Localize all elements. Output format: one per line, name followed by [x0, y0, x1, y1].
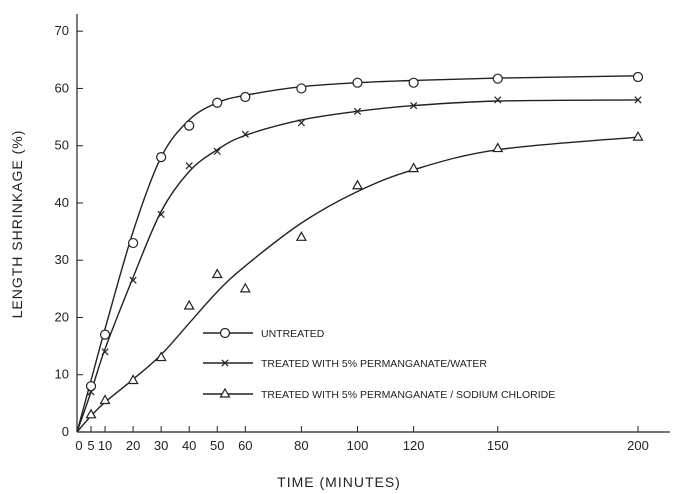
data-point-x [241, 130, 249, 138]
legend-marker-x [221, 359, 229, 367]
data-point-triangle [351, 179, 364, 190]
x-tick-label: 40 [182, 438, 196, 453]
legend-label: TREATED WITH 5% PERMANGANATE / SODIUM CH… [261, 389, 555, 401]
y-tick-label: 30 [55, 252, 69, 267]
x-axis-title: TIME (MINUTES) [277, 474, 401, 490]
fitted-curves [76, 75, 639, 433]
data-point-x [157, 210, 165, 219]
y-tick-label: 50 [55, 138, 69, 153]
data-point-x [185, 162, 193, 170]
data-point-circle [85, 381, 97, 392]
data-point-x [87, 388, 95, 396]
data-point-circle [212, 97, 223, 108]
data-point-circle [128, 237, 139, 249]
legend-marker-triangle [219, 387, 231, 398]
y-tick-label: 40 [55, 195, 69, 210]
data-point-triangle [127, 374, 139, 385]
data-point-circle [99, 329, 111, 340]
data-point-triangle [632, 130, 644, 141]
data-point-circle [184, 120, 195, 131]
x-ticks: 0 5 10 20 30 40 50 60 80 100 120 150 200 [75, 426, 649, 453]
data-point-triangle [183, 299, 195, 310]
x-tick-label: 50 [210, 438, 224, 453]
x-tick-label: 60 [238, 438, 252, 453]
x-tick-label: 10 [98, 438, 112, 453]
data-point-triangle [295, 231, 307, 241]
x-tick-label: 30 [154, 438, 168, 453]
y-tick-label: 0 [62, 424, 69, 439]
x-tick-label: 150 [487, 438, 509, 453]
x-tick-label: 100 [347, 438, 369, 453]
data-markers [85, 71, 644, 419]
data-point-triangle [211, 268, 223, 279]
data-point-triangle [492, 142, 504, 153]
legend: UNTREATED TREATED WITH 5% PERMANGANATE/WA… [203, 327, 555, 401]
data-point-x [634, 96, 642, 104]
y-axis-title: LENGTH SHRINKAGE (%) [9, 130, 25, 319]
data-point-circle [296, 83, 307, 94]
data-point-x [297, 119, 306, 127]
data-point-x [129, 276, 137, 284]
data-point-triangle [85, 408, 97, 419]
data-point-triangle [239, 282, 251, 293]
axes [76, 14, 670, 433]
y-ticks: 0 10 20 30 40 50 60 70 [55, 23, 83, 439]
x-tick-label: 120 [403, 438, 425, 453]
data-point-circle [492, 73, 503, 84]
x-tick-label: 80 [294, 438, 308, 453]
data-point-x [101, 348, 109, 356]
data-point-x [213, 147, 221, 156]
y-tick-label: 10 [55, 367, 69, 382]
data-point-triangle [408, 162, 420, 173]
y-tick-label: 70 [55, 23, 69, 38]
fitted-curve-2 [76, 99, 639, 433]
legend-marker-circle [219, 327, 231, 339]
data-point-circle [156, 152, 167, 163]
x-tick-label: 0 [75, 438, 82, 453]
legend-label: UNTREATED [261, 328, 325, 340]
x-tick-label: 5 [87, 438, 94, 453]
data-point-circle [352, 77, 363, 88]
data-point-x [353, 107, 362, 115]
data-point-x [409, 101, 418, 110]
data-point-x [494, 96, 502, 104]
y-tick-label: 20 [55, 309, 69, 324]
legend-label: TREATED WITH 5% PERMANGANATE/WATER [261, 358, 487, 370]
data-point-triangle [155, 351, 167, 362]
data-point-circle [240, 91, 251, 103]
y-tick-label: 60 [55, 80, 69, 95]
x-tick-label: 20 [126, 438, 140, 453]
x-tick-label: 200 [627, 438, 649, 453]
data-point-circle [408, 77, 419, 88]
data-point-triangle [99, 394, 111, 405]
data-point-circle [632, 71, 644, 83]
fitted-curve-1 [76, 75, 639, 433]
